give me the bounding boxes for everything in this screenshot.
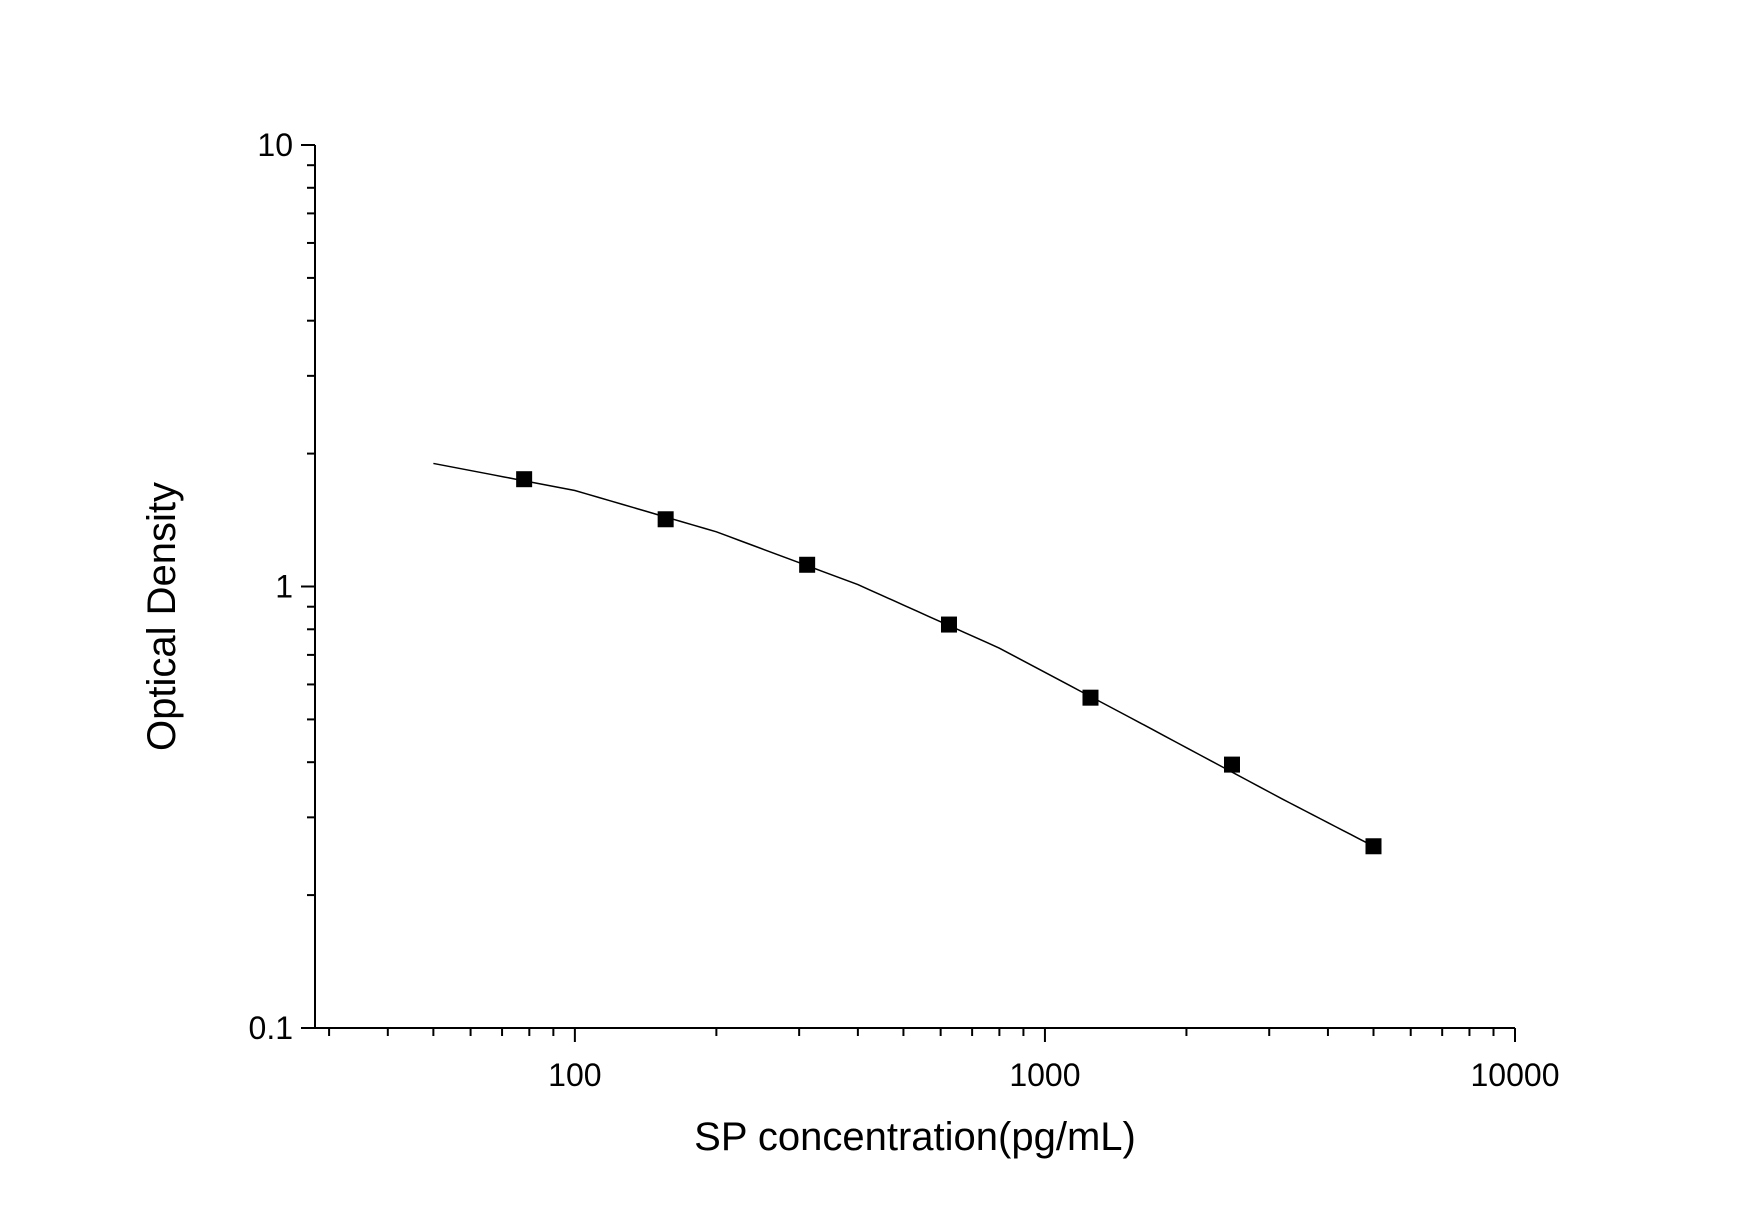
- x-tick-label: 1000: [1009, 1057, 1080, 1093]
- x-tick-label: 10000: [1471, 1057, 1560, 1093]
- axes: [314, 145, 1515, 1029]
- x-tick-label: 100: [548, 1057, 601, 1093]
- data-point: [799, 556, 816, 573]
- data-points: [516, 471, 1382, 855]
- y-tick-label: 0.1: [249, 1010, 293, 1046]
- data-point: [1223, 756, 1240, 773]
- tick-labels: 100 1000 10000 0.1 1 10: [249, 127, 1560, 1093]
- ticks: [301, 144, 1516, 1042]
- x-axis-title: SP concentration(pg/mL): [694, 1115, 1136, 1159]
- y-tick-label: 1: [275, 569, 293, 605]
- data-point: [657, 511, 674, 528]
- data-point: [1365, 838, 1382, 855]
- data-point: [940, 616, 957, 633]
- data-point: [1082, 689, 1099, 706]
- y-tick-label: 10: [257, 127, 293, 163]
- fit-curve: [433, 462, 1374, 847]
- data-point: [516, 471, 533, 488]
- y-axis-title: Optical Density: [140, 482, 184, 751]
